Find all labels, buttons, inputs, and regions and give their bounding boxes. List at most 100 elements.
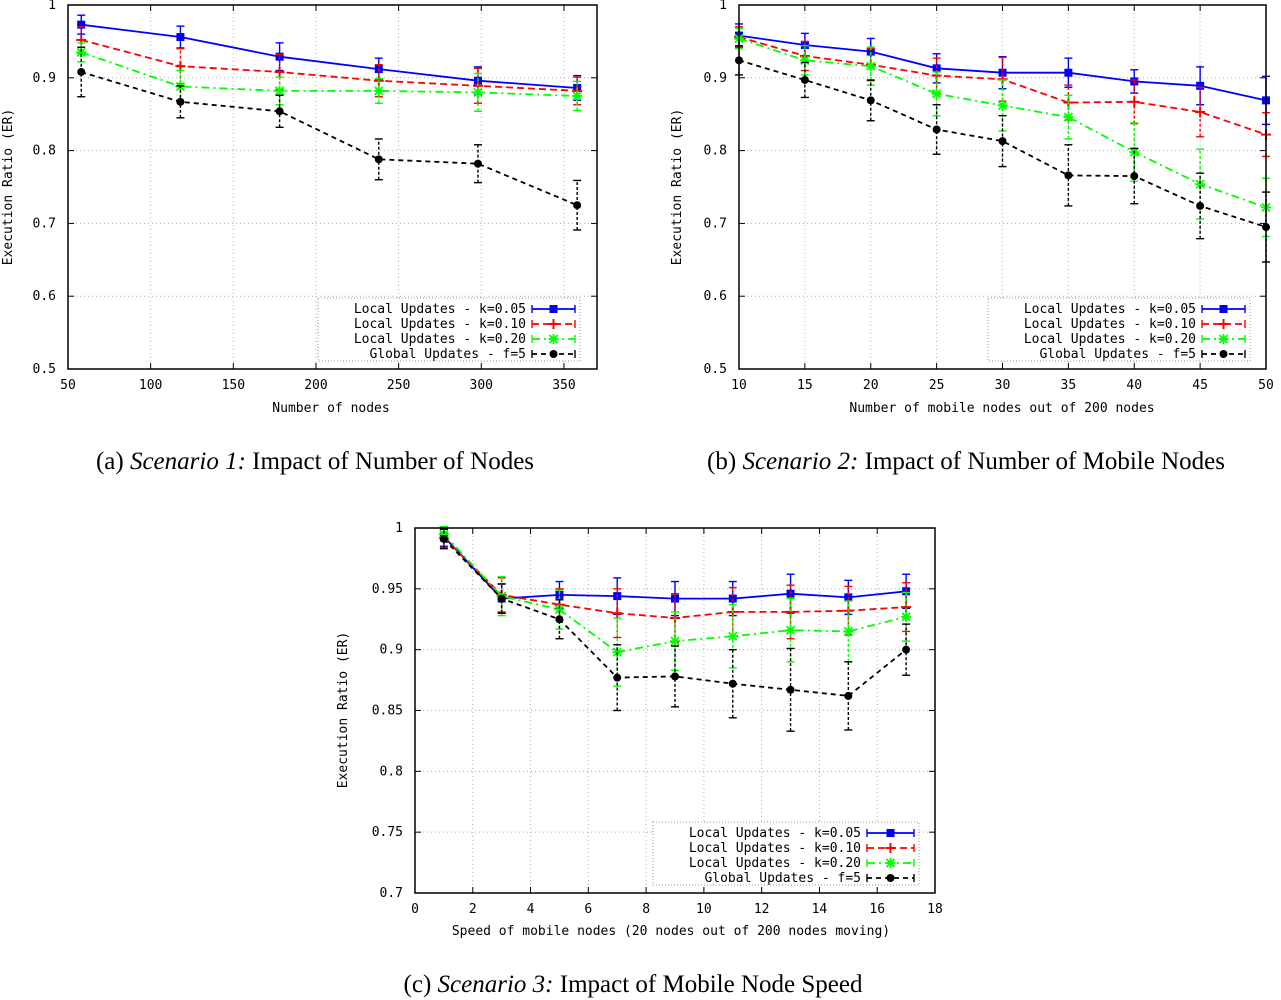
y-tick-label-c: 0.75 [372, 825, 403, 840]
x-tick-label-c: 16 [869, 902, 885, 917]
error-bar [497, 583, 506, 614]
legend-marker [1219, 350, 1228, 358]
y-tick-label-a: 1 [48, 0, 56, 13]
legend-marker [1218, 319, 1229, 329]
x-tick-label-a: 50 [60, 378, 76, 393]
y-tick-label-b: 0.7 [704, 216, 727, 231]
legend-marker [885, 843, 896, 853]
legend-marker [886, 874, 895, 882]
data-point [800, 75, 809, 84]
data-point [473, 159, 482, 168]
data-point [998, 137, 1007, 146]
error-bar [473, 72, 482, 112]
data-point [727, 631, 738, 642]
y-tick-label-b: 0.5 [704, 362, 727, 377]
x-axis-label-a: Number of nodes [272, 401, 389, 416]
error-bar [439, 528, 448, 550]
data-point [612, 608, 623, 619]
data-point [373, 85, 384, 96]
legend-label: Local Updates - k=0.10 [1024, 317, 1196, 332]
x-tick-label-c: 18 [927, 902, 943, 917]
caption-c: (c) Scenario 3: Impact of Mobile Node Sp… [404, 971, 863, 998]
data-point [932, 64, 941, 73]
data-point [997, 100, 1008, 111]
x-tick-label-a: 350 [552, 378, 575, 393]
data-point [572, 91, 583, 101]
x-tick-label-a: 200 [304, 378, 327, 393]
data-point [1063, 112, 1074, 123]
legend-label: Local Updates - k=0.05 [689, 826, 861, 841]
caption-a: (a) Scenario 1: Impact of Number of Node… [96, 448, 534, 475]
x-tick-label-c: 14 [812, 902, 828, 917]
x-axis-label-b: Number of mobile nodes out of 200 nodes [849, 401, 1154, 416]
x-tick-label-b: 30 [995, 378, 1011, 393]
plot-frame-c [414, 527, 936, 894]
data-point [998, 68, 1007, 77]
legend-label: Local Updates - k=0.05 [354, 302, 526, 317]
error-bar [902, 591, 911, 642]
x-tick-label-c: 0 [411, 902, 419, 917]
error-bar [473, 144, 482, 184]
series-b-4 [735, 45, 1270, 263]
error-bar [844, 661, 853, 731]
x-tick-label-b: 50 [1258, 378, 1274, 393]
chart-a: (a) Scenario 1: Impact of Number of Node… [1, 0, 598, 475]
data-point [901, 611, 912, 622]
x-tick-label-b: 45 [1192, 378, 1208, 393]
legend-label: Global Updates - f=5 [1039, 347, 1196, 362]
series-line [80, 71, 578, 207]
x-tick-label-b: 40 [1126, 378, 1142, 393]
legend-marker [549, 305, 558, 313]
x-tick-label-a: 250 [387, 378, 410, 393]
legend-marker [548, 319, 559, 329]
data-point [613, 673, 622, 682]
data-point [931, 88, 942, 99]
x-tick-label-b: 35 [1061, 378, 1077, 393]
error-bar [497, 575, 506, 617]
legend-label: Local Updates - k=0.20 [689, 856, 861, 871]
y-tick-label-b: 0.9 [704, 71, 727, 86]
data-point [439, 534, 448, 543]
series-a-1 [77, 14, 582, 102]
y-tick-label-a: 0.8 [33, 144, 56, 159]
x-tick-label-a: 300 [470, 378, 493, 393]
data-point [472, 87, 483, 98]
data-point [275, 107, 284, 116]
legend-label: Local Updates - k=0.10 [354, 317, 526, 332]
data-point [176, 97, 185, 106]
y-tick-label-c: 1 [395, 521, 403, 536]
data-point [374, 155, 383, 164]
series-a-4 [77, 46, 582, 231]
x-tick-label-b: 25 [929, 378, 945, 393]
caption-b: (b) Scenario 2: Impact of Number of Mobi… [707, 448, 1225, 475]
data-point [555, 615, 564, 624]
y-tick-label-a: 0.6 [33, 289, 56, 304]
data-point [671, 672, 679, 681]
error-bar [932, 104, 941, 155]
x-tick-label-b: 10 [731, 378, 747, 393]
data-point [274, 66, 285, 77]
y-axis-label-b: Execution Ratio (ER) [670, 109, 685, 266]
series-line [738, 59, 1267, 228]
data-point [843, 626, 854, 637]
error-bar [728, 648, 737, 719]
data-point [497, 594, 506, 603]
data-point [844, 691, 853, 700]
data-point [573, 201, 582, 210]
y-tick-label-a: 0.9 [33, 71, 56, 86]
x-tick-label-a: 150 [222, 378, 245, 393]
y-tick-label-a: 0.7 [33, 216, 56, 231]
legend-c: Local Updates - k=0.05 Local Updates - k=… [652, 821, 920, 886]
data-point [786, 685, 795, 694]
error-bar [1196, 86, 1205, 138]
error-bar [573, 179, 582, 231]
y-tick-label-b: 0.8 [704, 144, 727, 159]
y-tick-label-a: 0.5 [33, 362, 56, 377]
series-line [80, 51, 578, 97]
x-tick-label-b: 20 [863, 378, 879, 393]
x-tick-label-c: 4 [527, 902, 535, 917]
x-tick-label-a: 100 [139, 378, 162, 393]
